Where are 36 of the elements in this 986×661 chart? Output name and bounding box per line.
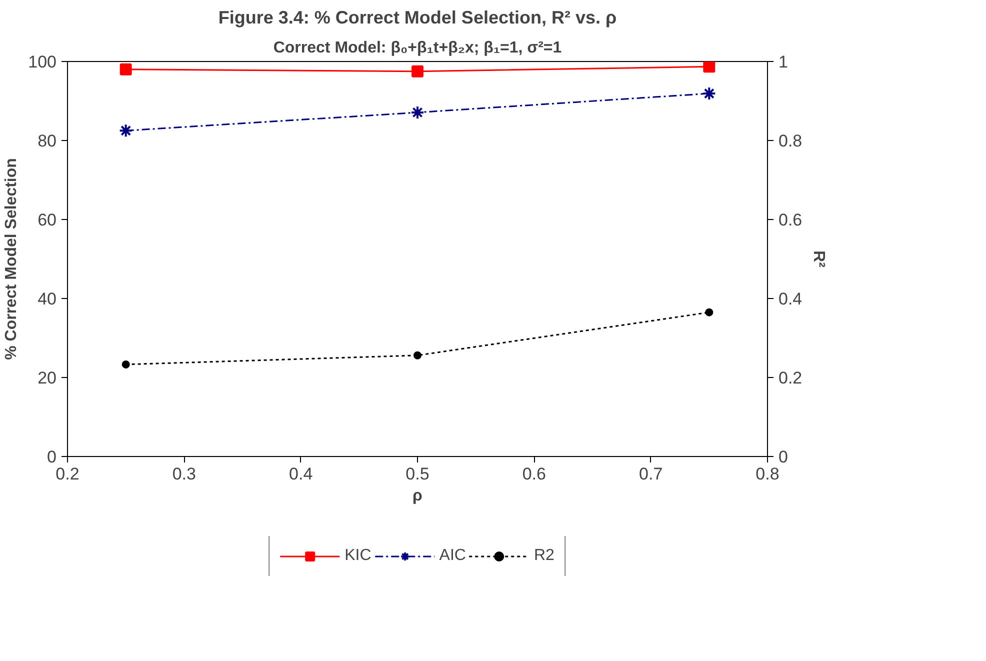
point [412,65,424,78]
y-tick-label: 20 [38,368,57,388]
y2-axis-title: R² [810,250,828,268]
legend-label: R2 [534,547,554,565]
y-tick-label: 60 [38,210,57,230]
y-axis-title: % Correct Model Selection [3,158,20,360]
point [702,86,716,100]
point [705,308,714,316]
x-tick-label: 0.3 [172,464,196,484]
point [122,360,130,368]
legend-label: AIC [439,547,466,565]
point [410,105,424,120]
y-tick-label: 100 [28,52,57,72]
y2-tick-label: 0.2 [778,368,802,388]
chart-subtitle: Correct Model: β₀+β₁t+β₂x; β₁=1, σ²=1 [273,40,562,56]
legend-label: KIC [344,547,372,565]
chart-title: Figure 3.4: % Correct Model Selection, R² vs. ρ [218,8,617,28]
y-tick-label: 40 [38,290,57,308]
x-tick-label: 0.2 [56,464,80,484]
x-tick-label: 0.8 [756,464,780,484]
point [118,124,133,138]
y2-tick-label: 0.8 [778,132,802,150]
point [414,351,422,360]
point [120,63,132,76]
x-tick-label: 0.6 [522,464,546,484]
y2-tick-label: 0.6 [778,210,802,230]
y2-tick-label: 0 [778,448,788,466]
y2-tick-label: 1 [778,52,788,72]
y-tick-label: 0 [47,448,57,466]
x-tick-label: 0.4 [289,464,313,484]
y2-tick-label: 0.4 [778,290,802,308]
x-tick-label: 0.5 [406,464,430,484]
point [703,62,716,73]
x-axis-title: ρ [412,488,423,504]
x-tick-label: 0.7 [639,464,663,484]
y-tick-label: 80 [38,132,57,150]
